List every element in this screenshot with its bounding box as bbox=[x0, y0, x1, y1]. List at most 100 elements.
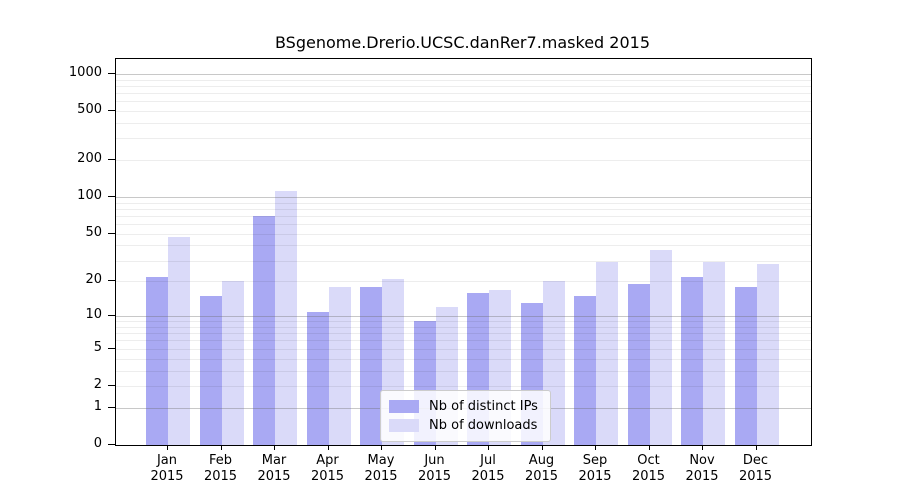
bar-downloads-jan bbox=[168, 237, 190, 445]
x-tick-mark bbox=[541, 445, 543, 450]
minor-gridline bbox=[116, 111, 811, 113]
bar-downloads-apr bbox=[328, 286, 351, 445]
x-tick-label-apr: Apr 2015 bbox=[310, 453, 345, 485]
minor-gridline bbox=[116, 260, 811, 262]
y-tick-mark bbox=[108, 232, 115, 234]
minor-gridline bbox=[116, 160, 811, 162]
bar-downloads-mar bbox=[275, 191, 297, 445]
bar-distinct-ips-apr bbox=[306, 311, 329, 445]
bar-downloads-feb bbox=[221, 281, 244, 445]
x-tick-label-mar: Mar 2015 bbox=[257, 453, 291, 485]
minor-gridline bbox=[116, 224, 811, 226]
bar-distinct-ips-may bbox=[360, 286, 382, 445]
y-tick-mark bbox=[108, 159, 115, 161]
minor-gridline bbox=[116, 101, 811, 103]
y-tick-label: 1000 bbox=[68, 64, 102, 80]
x-tick-mark bbox=[595, 445, 596, 450]
y-tick-mark bbox=[108, 315, 115, 317]
minor-gridline bbox=[116, 202, 811, 204]
minor-gridline bbox=[116, 281, 811, 283]
y-tick-label: 10 bbox=[85, 307, 102, 323]
minor-gridline bbox=[116, 92, 811, 94]
y-tick-mark bbox=[108, 406, 115, 408]
minor-gridline bbox=[116, 340, 811, 342]
legend-swatch-downloads-icon bbox=[389, 419, 419, 432]
y-tick-label: 2 bbox=[93, 376, 102, 392]
y-tick-mark bbox=[108, 110, 115, 112]
minor-gridline bbox=[116, 138, 811, 140]
bar-distinct-ips-mar bbox=[253, 216, 275, 445]
y-tick-mark bbox=[108, 444, 115, 445]
major-gridline bbox=[116, 73, 811, 75]
x-tick-label-feb: Feb 2015 bbox=[203, 453, 238, 485]
legend-swatch-distinct-ips-icon bbox=[389, 400, 419, 413]
y-tick-mark bbox=[108, 347, 115, 349]
y-tick-mark bbox=[108, 72, 115, 74]
y-tick-label: 50 bbox=[85, 224, 102, 240]
x-tick-mark bbox=[167, 445, 168, 450]
major-gridline bbox=[116, 197, 811, 199]
minor-gridline bbox=[116, 85, 811, 87]
legend: Nb of distinct IPs Nb of downloads bbox=[380, 390, 551, 442]
bar-downloads-oct bbox=[649, 249, 672, 445]
x-tick-mark bbox=[755, 445, 757, 450]
y-tick-label: 500 bbox=[77, 102, 102, 118]
y-tick-label: 20 bbox=[85, 272, 102, 288]
x-tick-mark bbox=[648, 445, 650, 450]
x-tick-label-nov: Nov 2015 bbox=[685, 453, 719, 485]
y-tick-label: 200 bbox=[77, 151, 102, 167]
legend-label-distinct-ips: Nb of distinct IPs bbox=[429, 399, 538, 414]
minor-gridline bbox=[116, 385, 811, 387]
bar-distinct-ips-feb bbox=[199, 296, 222, 445]
x-tick-mark bbox=[327, 445, 329, 450]
bar-distinct-ips-oct bbox=[627, 284, 650, 445]
y-tick-label: 1 bbox=[93, 398, 102, 414]
minor-gridline bbox=[116, 358, 811, 360]
x-tick-label-dec: Dec 2015 bbox=[738, 453, 773, 485]
x-tick-mark bbox=[702, 445, 703, 450]
minor-gridline bbox=[116, 208, 811, 210]
major-gridline bbox=[116, 316, 811, 318]
x-tick-label-aug: Aug 2015 bbox=[524, 453, 559, 485]
bar-distinct-ips-dec bbox=[734, 286, 757, 445]
x-tick-mark bbox=[220, 445, 222, 450]
x-tick-label-may: May 2015 bbox=[364, 453, 398, 485]
y-tick-mark bbox=[108, 280, 115, 282]
x-tick-label-jan: Jan 2015 bbox=[150, 453, 184, 485]
x-tick-label-oct: Oct 2015 bbox=[631, 453, 666, 485]
minor-gridline bbox=[116, 348, 811, 350]
minor-gridline bbox=[116, 245, 811, 247]
chart-title: BSgenome.Drerio.UCSC.danRer7.masked 2015 bbox=[274, 33, 650, 52]
minor-gridline bbox=[116, 321, 811, 323]
minor-gridline bbox=[116, 215, 811, 217]
minor-gridline bbox=[116, 333, 811, 335]
bar-downloads-dec bbox=[756, 264, 779, 445]
x-tick-mark bbox=[274, 445, 275, 450]
minor-gridline bbox=[116, 326, 811, 328]
x-tick-label-jun: Jun 2015 bbox=[417, 453, 452, 485]
x-tick-label-sep: Sep 2015 bbox=[578, 453, 612, 485]
x-tick-mark bbox=[434, 445, 436, 450]
bar-distinct-ips-nov bbox=[681, 276, 703, 445]
y-tick-mark bbox=[108, 384, 115, 386]
minor-gridline bbox=[116, 122, 811, 124]
bar-downloads-sep bbox=[596, 262, 618, 445]
legend-item-distinct-ips: Nb of distinct IPs bbox=[389, 398, 538, 415]
minor-gridline bbox=[116, 79, 811, 81]
y-tick-label: 100 bbox=[77, 188, 102, 204]
x-tick-label-jul: Jul 2015 bbox=[471, 453, 505, 485]
plot-area bbox=[115, 58, 812, 446]
y-tick-label: 5 bbox=[93, 339, 102, 355]
minor-gridline bbox=[116, 233, 811, 235]
legend-item-downloads: Nb of downloads bbox=[389, 417, 538, 434]
bar-downloads-nov bbox=[703, 262, 725, 445]
bar-distinct-ips-jan bbox=[146, 276, 168, 445]
legend-label-downloads: Nb of downloads bbox=[429, 418, 538, 433]
y-tick-mark bbox=[108, 196, 115, 198]
x-tick-mark bbox=[488, 445, 489, 450]
minor-gridline bbox=[116, 370, 811, 372]
x-tick-mark bbox=[381, 445, 382, 450]
bar-distinct-ips-sep bbox=[574, 296, 596, 445]
y-tick-label: 0 bbox=[93, 436, 102, 451]
